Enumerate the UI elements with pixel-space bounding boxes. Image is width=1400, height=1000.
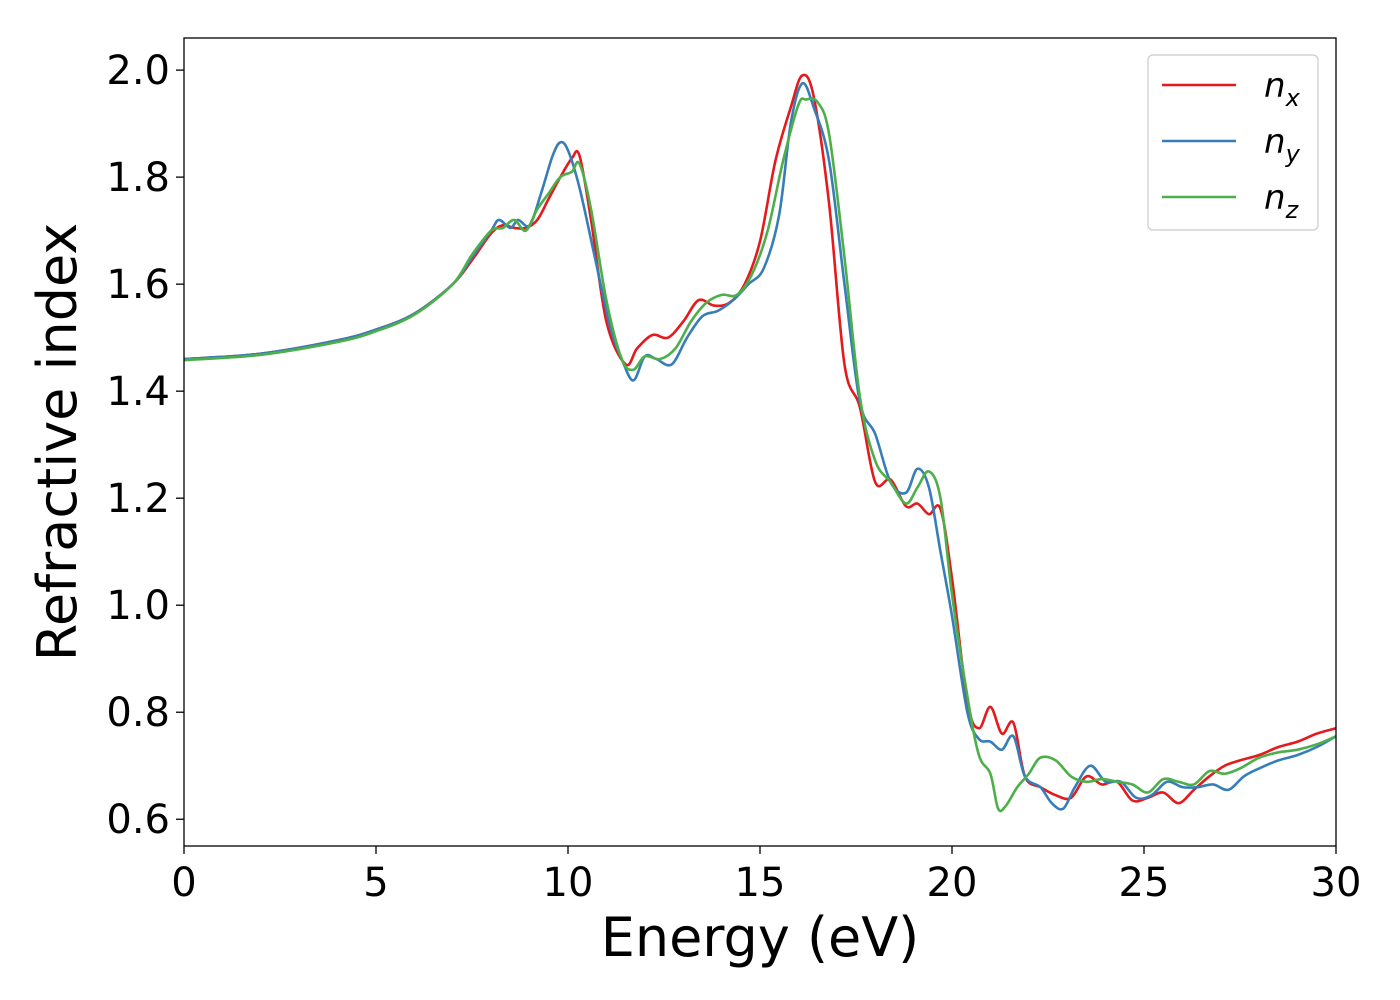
y-tick-label: 2.0: [106, 48, 170, 94]
y-tick-label: 1.6: [106, 262, 170, 308]
x-tick-label: 10: [543, 860, 594, 906]
x-tick-label: 30: [1311, 860, 1362, 906]
x-axis-label: Energy (eV): [601, 906, 920, 969]
legend-label-subscript: z: [1285, 196, 1300, 224]
axes-frame: [183, 37, 1337, 847]
legend-label-ny: ny: [1264, 122, 1301, 168]
legend-label-base: n: [1264, 178, 1286, 218]
series-line-nz: [183, 97, 1337, 813]
x-tick-label: 20: [927, 860, 978, 906]
legend-label-subscript: y: [1285, 140, 1301, 168]
y-tick-label: 1.4: [106, 369, 170, 415]
x-tick-label: 15: [735, 860, 786, 906]
legend-label-base: n: [1264, 122, 1286, 162]
x-tick-label: 25: [1119, 860, 1170, 906]
legend-label-base: n: [1264, 66, 1286, 106]
x-tick-label: 5: [363, 860, 388, 906]
y-axis-label: Refractive index: [26, 223, 89, 662]
legend-label-nx: nx: [1264, 66, 1301, 112]
y-axis-ticks: 0.6 0.8 1.0 1.2 1.4 1.6 1.8 2.0: [106, 48, 184, 843]
x-axis-ticks: 0 5 10 15 20 25 30: [171, 846, 1361, 906]
y-tick-label: 1.0: [106, 583, 170, 629]
y-tick-label: 0.8: [106, 690, 170, 736]
legend-label-nz: nz: [1264, 178, 1300, 224]
legend-label-subscript: x: [1285, 84, 1301, 112]
y-tick-label: 0.6: [106, 797, 170, 843]
series-line-nx: [183, 73, 1337, 805]
y-tick-label: 1.8: [106, 155, 170, 201]
plot-area: [183, 73, 1337, 813]
legend-box: [1147, 54, 1319, 231]
y-tick-label: 1.2: [106, 476, 170, 522]
x-tick-label: 0: [171, 860, 196, 906]
